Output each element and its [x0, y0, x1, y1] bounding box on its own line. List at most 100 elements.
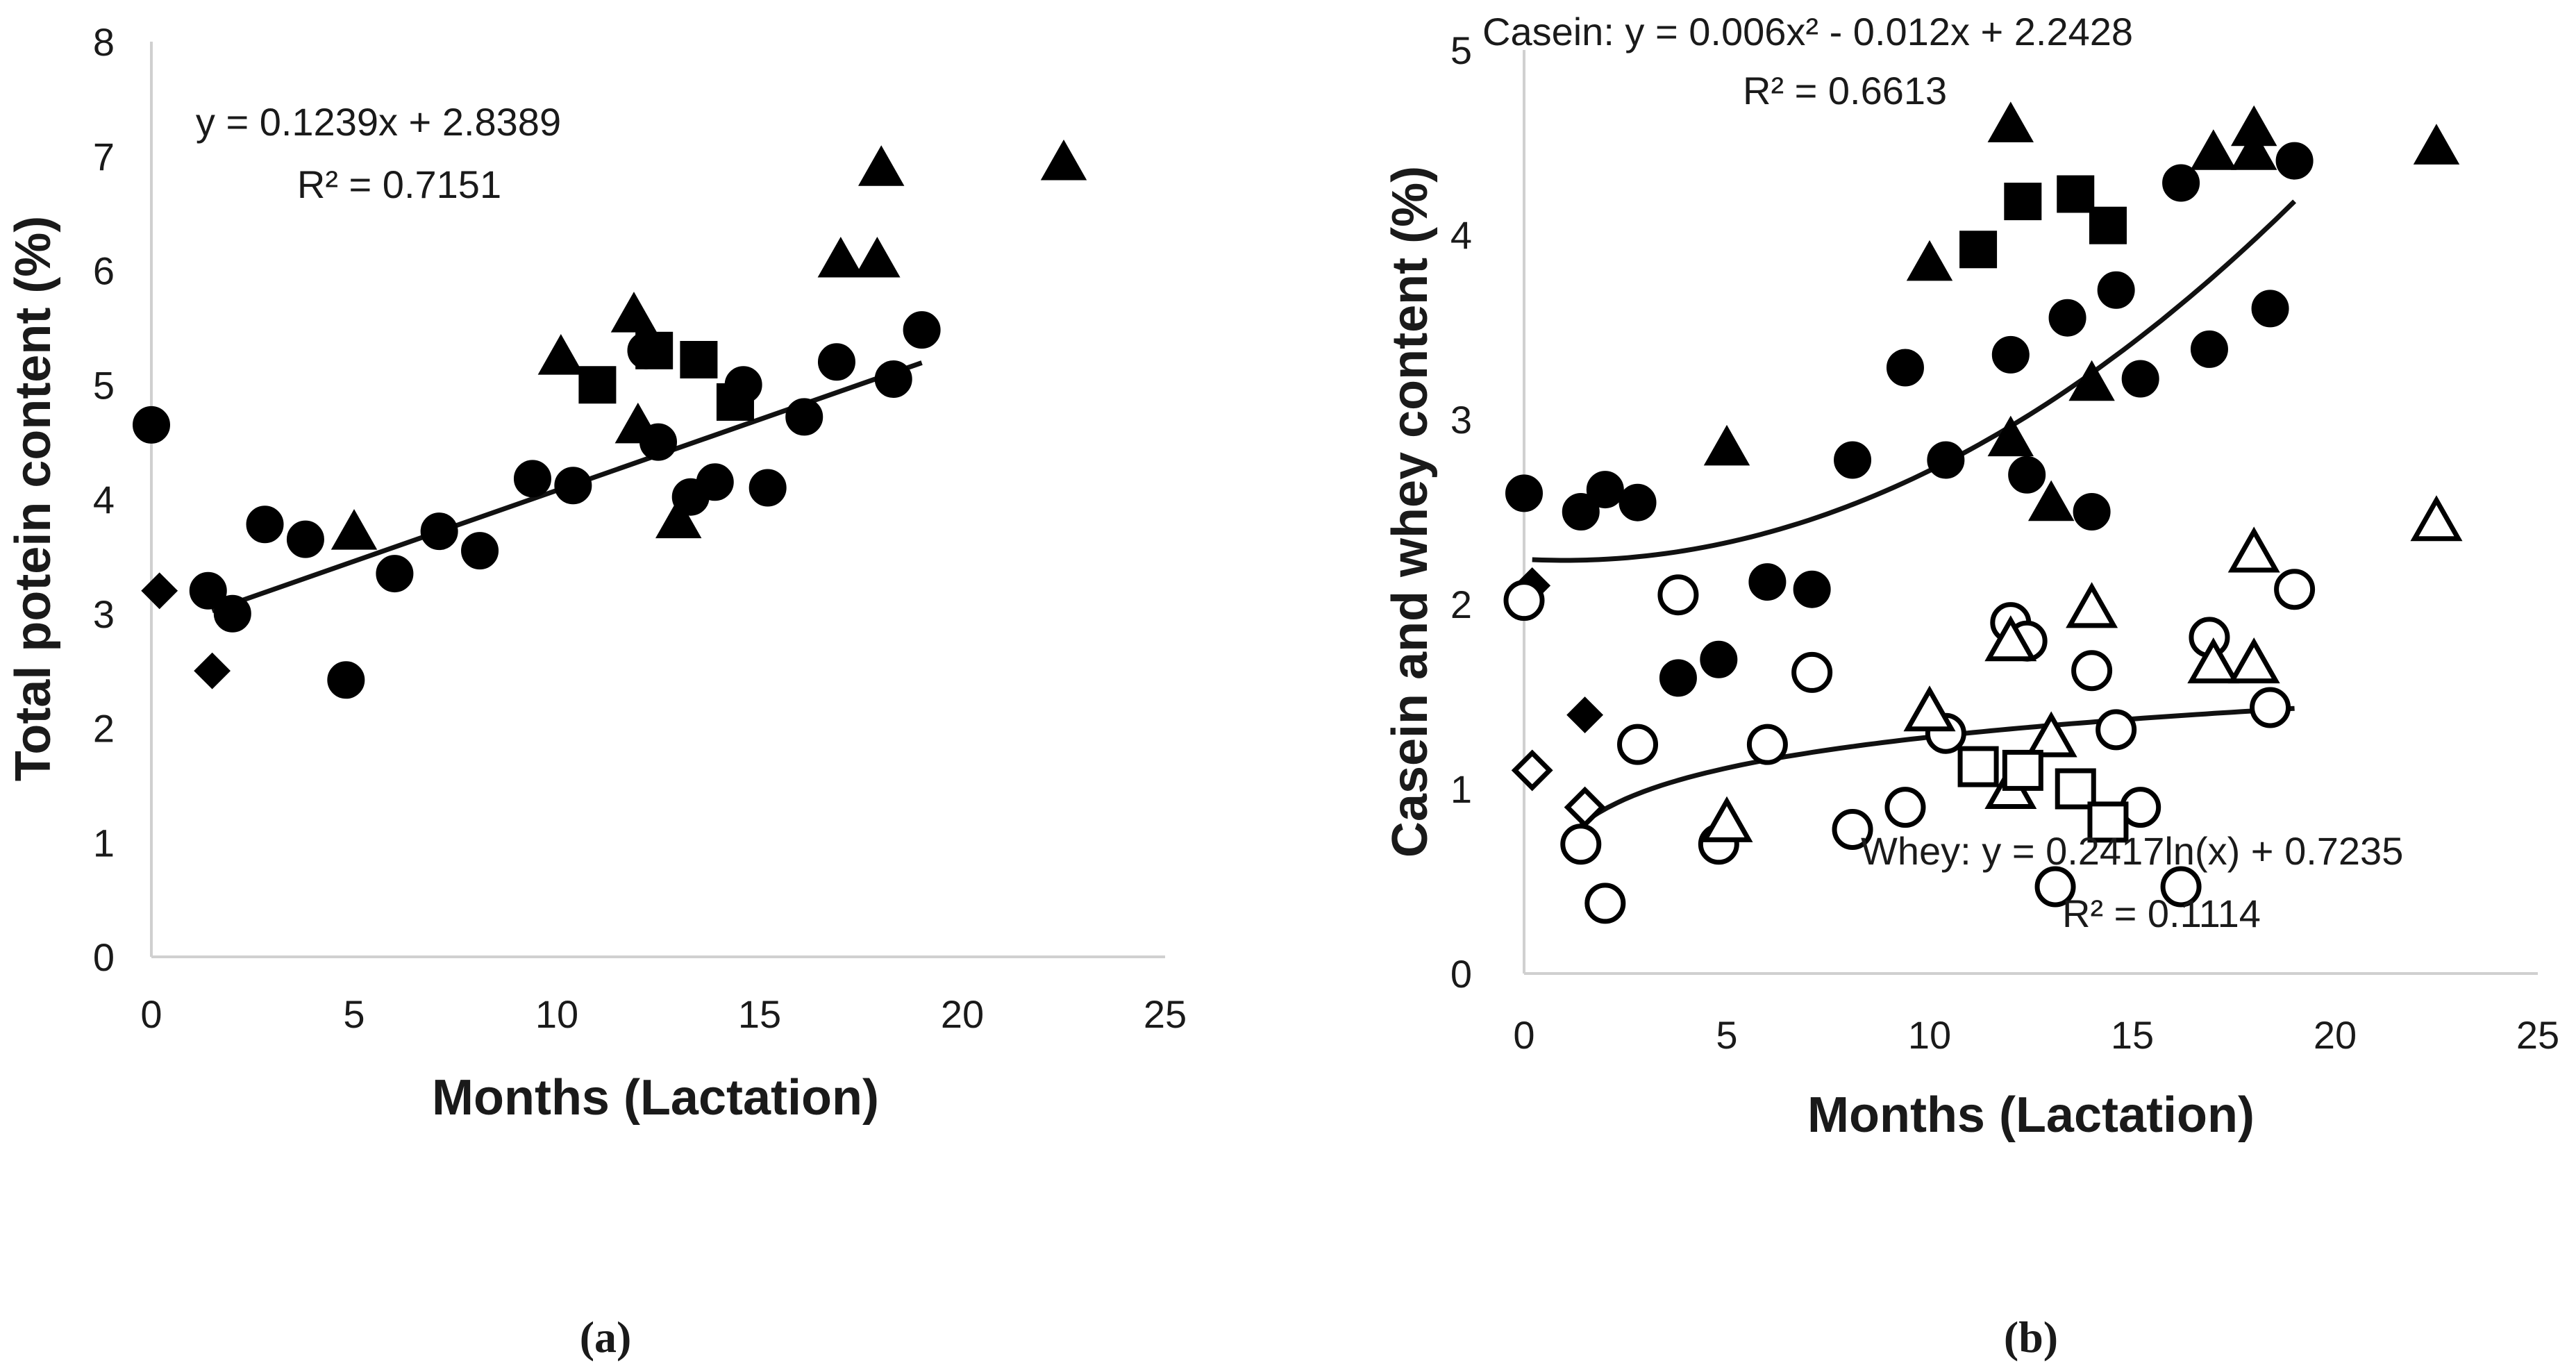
y-tick-label: 3: [93, 592, 115, 636]
filled-circle-point: [461, 532, 499, 570]
open-triangle-point: [2227, 526, 2280, 573]
open-square-point: [2055, 768, 2096, 810]
open-circle-point: [1657, 574, 1699, 616]
open-triangle-point: [2066, 582, 2118, 628]
y-axis-title: Total potein content (%): [6, 216, 61, 782]
open-circle-point: [1832, 809, 1873, 851]
open-circle-point: [2071, 650, 2113, 692]
x-axis-title: Months (Lactation): [432, 1070, 879, 1126]
y-tick-label: 7: [93, 135, 115, 178]
filled-circle-point: [420, 512, 458, 551]
y-tick-label: 5: [93, 363, 115, 407]
filled-circle-point: [1619, 483, 1657, 521]
panel-label: (a): [580, 1312, 632, 1362]
casein-trendline: [1532, 199, 2297, 563]
x-axis-title: Months (Lactation): [1807, 1087, 2255, 1143]
panel-b-chart: 0 1 2 3 4 5 0 5 10 15 20 25 Months (Lactation) Casein…: [1382, 10, 2559, 1362]
filled-square-point: [1959, 231, 1998, 269]
whey-trendline-equation: Whey: y = 0.2417ln(x) + 0.7235: [1861, 829, 2403, 873]
y-tick-label: 8: [93, 20, 115, 64]
filled-circle-point: [246, 506, 284, 544]
open-circle-point: [2096, 709, 2137, 751]
filled-triangle-point: [614, 402, 662, 444]
open-triangle-point: [1984, 615, 2037, 662]
filled-circle-point: [696, 463, 734, 501]
y-tick-label: 1: [93, 821, 115, 864]
open-circle-point: [2034, 866, 2076, 908]
filled-circle-point: [189, 571, 227, 610]
panel-b-points: [1503, 101, 2463, 924]
filled-circle-point: [376, 555, 414, 593]
filled-square-point: [578, 366, 617, 404]
x-tick-label: 5: [1716, 1013, 1737, 1057]
filled-circle-point: [2162, 164, 2200, 202]
y-tick-label: 5: [1450, 28, 1472, 72]
filled-triangle-point: [858, 145, 905, 186]
filled-circle-point: [327, 661, 365, 699]
filled-triangle-point: [655, 497, 702, 539]
casein-trendline-r2: R² = 0.6613: [1743, 69, 1947, 112]
filled-circle-point: [1700, 640, 1738, 678]
filled-triangle-point: [1987, 415, 2034, 457]
filled-diamond-point: [1566, 696, 1604, 734]
filled-circle-point: [1834, 441, 1872, 479]
filled-triangle-point: [2068, 360, 2115, 401]
filled-square-point: [2089, 206, 2127, 244]
filled-triangle-point: [610, 292, 658, 333]
open-circle-point: [1503, 580, 1545, 621]
open-circle-point: [1584, 883, 1626, 924]
filled-circle-point: [2190, 330, 2228, 368]
y-tick-label: 4: [1450, 213, 1472, 257]
casein-trendline-equation: Casein: y = 0.006x² - 0.012x + 2.2428: [1482, 10, 2133, 53]
filled-circle-point: [2073, 493, 2111, 531]
filled-square-point: [2057, 175, 2095, 213]
open-circle-point: [2274, 569, 2316, 610]
filled-circle-point: [2121, 360, 2159, 398]
y-tick-label: 1: [1450, 767, 1472, 811]
filled-circle-point: [748, 469, 787, 507]
filled-square-point: [680, 341, 718, 379]
y-axis-title: Casein and whey content (%): [1382, 166, 1438, 858]
filled-square-point: [635, 331, 674, 369]
filled-square-point: [2004, 183, 2042, 221]
x-tick-label: 10: [535, 992, 578, 1036]
filled-triangle-point: [2027, 480, 2075, 521]
filled-circle-point: [874, 360, 912, 399]
filled-circle-point: [1748, 563, 1787, 601]
filled-circle-point: [817, 343, 855, 381]
x-tick-label: 10: [1908, 1013, 1951, 1057]
filled-circle-point: [286, 520, 324, 558]
filled-triangle-point: [1987, 101, 2034, 142]
open-diamond-point: [1511, 749, 1553, 792]
x-tick-label: 15: [2111, 1013, 2154, 1057]
filled-circle-point: [1505, 474, 1543, 512]
filled-triangle-point: [2413, 124, 2460, 165]
y-tick-label: 0: [1450, 952, 1472, 996]
x-tick-label: 5: [343, 992, 365, 1036]
open-triangle-point: [2025, 711, 2077, 758]
filled-triangle-point: [2230, 129, 2277, 170]
x-tick-label: 15: [738, 992, 781, 1036]
open-circle-point: [2160, 866, 2202, 908]
filled-circle-point: [1793, 570, 1831, 608]
x-tick-label: 0: [1513, 1013, 1534, 1057]
open-circle-point: [1791, 651, 1833, 693]
filled-triangle-point: [2190, 129, 2237, 170]
y-tick-label: 0: [93, 935, 115, 979]
filled-circle-point: [213, 594, 251, 633]
open-diamond-point: [1564, 786, 1606, 828]
y-tick-label: 3: [1450, 398, 1472, 442]
x-tick-label: 20: [2314, 1013, 2357, 1057]
filled-circle-point: [1886, 349, 1924, 387]
panel-b-labels: 0 1 2 3 4 5 0 5 10 15 20 25 Months (Lactation) Casein…: [1382, 10, 2559, 1362]
open-square-point: [2002, 749, 2043, 791]
open-circle-point: [1617, 724, 1659, 765]
panel-a-axes: [150, 42, 1165, 958]
filled-circle-point: [2097, 271, 2135, 309]
filled-circle-point: [2008, 456, 2046, 494]
filled-triangle-point: [854, 236, 901, 278]
filled-circle-point: [2251, 290, 2289, 328]
filled-triangle-point: [537, 334, 585, 375]
open-triangle-point: [1903, 685, 1956, 732]
